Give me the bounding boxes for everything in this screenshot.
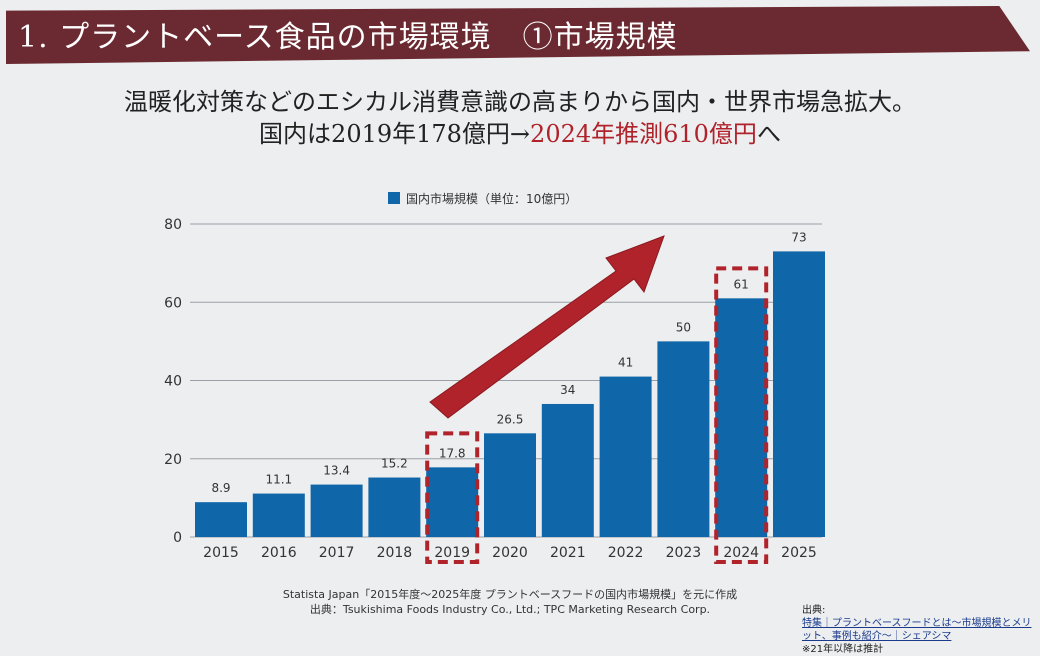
value-label: 41: [618, 356, 633, 370]
page-title: 1. プラントベース食品の市場環境 ①市場規模: [18, 20, 678, 55]
x-tick-label: 2021: [550, 545, 586, 561]
legend-label: 国内市場規模（単位：10億円）: [406, 191, 577, 206]
y-tick-label: 60: [164, 295, 182, 311]
legend-swatch: [388, 192, 400, 204]
x-tick-label: 2018: [377, 545, 413, 561]
note-prefix: 出典:: [802, 605, 826, 616]
value-label: 26.5: [497, 412, 524, 426]
subtitle-plain: 国内は2019年178億円→: [259, 120, 531, 148]
x-tick-label: 2017: [319, 545, 355, 561]
value-label: 73: [791, 230, 806, 244]
x-tick-label: 2025: [781, 545, 817, 561]
x-tick-label: 2019: [434, 545, 470, 561]
bar-2017: [310, 484, 363, 537]
bar-2024: [715, 298, 768, 537]
subtitle-highlight: 2024年推測610億円: [530, 120, 757, 148]
footnote: ※21年以降は推計: [802, 644, 884, 655]
y-tick-label: 40: [164, 374, 182, 390]
source-link[interactable]: 特集｜プラントベースフードとは～市場規模とメリット、事例も紹介～｜シェアシマ: [802, 618, 1032, 642]
value-label: 17.8: [439, 446, 466, 460]
value-label: 13.4: [323, 464, 350, 478]
source-line2: 出典：Tsukishima Foods Industry Co., Ltd.; …: [309, 603, 711, 616]
source-line1: Statista Japan「2015年度～2025年度 プラントベースフードの…: [282, 588, 738, 601]
y-tick-label: 80: [164, 217, 182, 233]
bar-2025: [773, 251, 825, 537]
x-tick-label: 2022: [608, 545, 644, 561]
x-tick-label: 2024: [723, 545, 759, 561]
bar-2019: [426, 467, 479, 537]
highlight-box-2024: [714, 266, 769, 564]
bar-2016: [252, 493, 305, 537]
highlight-box-2019: [425, 431, 480, 565]
subtitle-line1: 温暖化対策などのエシカル消費意識の高まりから国内・世界市場急拡大。: [124, 88, 916, 116]
value-label: 11.1: [265, 473, 292, 487]
source-note: 出典: 特集｜プラントベースフードとは～市場規模とメリット、事例も紹介～｜シェアシ…: [802, 604, 1040, 656]
bar-2023: [657, 341, 710, 537]
x-tick-label: 2020: [492, 545, 528, 561]
value-label: 15.2: [381, 457, 408, 471]
subtitle-line2: 国内は2019年178億円→2024年推測610億円へ: [0, 114, 1040, 149]
bar-2015: [195, 502, 247, 537]
value-label: 50: [676, 320, 691, 334]
bar-2018: [368, 477, 421, 537]
growth-arrow: [429, 235, 665, 419]
bar-2022: [599, 376, 652, 537]
y-tick-label: 0: [173, 530, 182, 546]
subtitle-end: へ: [756, 120, 781, 148]
value-label: 61: [734, 277, 749, 291]
bar-2021: [541, 403, 594, 537]
value-label: 34: [560, 383, 575, 397]
value-label: 8.9: [211, 481, 230, 495]
x-tick-label: 2015: [203, 545, 239, 561]
bar-2020: [484, 433, 536, 537]
y-tick-label: 20: [164, 452, 182, 468]
x-tick-label: 2023: [666, 545, 702, 561]
x-tick-label: 2016: [261, 545, 297, 561]
